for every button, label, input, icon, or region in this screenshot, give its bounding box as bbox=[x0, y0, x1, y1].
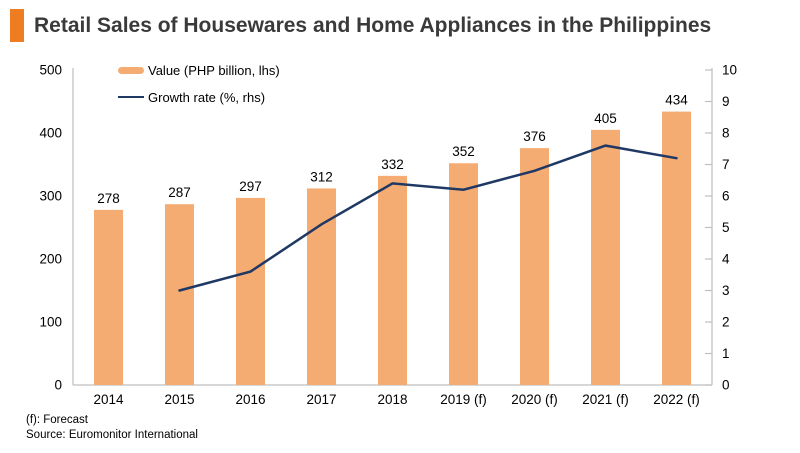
value-bar bbox=[449, 163, 478, 385]
x-axis-category-label: 2019 (f) bbox=[440, 392, 487, 407]
value-bar bbox=[94, 209, 123, 385]
bar-value-label: 352 bbox=[452, 144, 475, 159]
x-axis-category-label: 2015 bbox=[164, 392, 194, 407]
value-bar bbox=[520, 148, 549, 385]
x-axis-category-label: 2017 bbox=[306, 392, 336, 407]
bar-value-label: 278 bbox=[97, 191, 120, 206]
bar-value-label: 297 bbox=[239, 179, 262, 194]
x-axis-category-label: 2021 (f) bbox=[582, 392, 629, 407]
x-axis-category-label: 2020 (f) bbox=[511, 392, 558, 407]
x-axis-category-label: 2022 (f) bbox=[653, 392, 700, 407]
chart-header: Retail Sales of Housewares and Home Appl… bbox=[10, 9, 711, 42]
value-bar bbox=[662, 111, 691, 385]
value-bar bbox=[591, 129, 620, 385]
chart-footnotes: (f): Forecast Source: Euromonitor Intern… bbox=[26, 413, 198, 443]
value-bar bbox=[165, 204, 194, 385]
right-axis-tick-label: 6 bbox=[722, 189, 730, 204]
bar-value-label: 312 bbox=[310, 169, 333, 184]
source-note: Source: Euromonitor International bbox=[26, 429, 198, 441]
forecast-note: (f): Forecast bbox=[26, 414, 88, 426]
right-axis-tick-label: 8 bbox=[722, 126, 730, 141]
right-axis-tick-label: 4 bbox=[722, 252, 730, 267]
value-bar bbox=[307, 188, 336, 385]
right-axis-tick-label: 3 bbox=[722, 283, 730, 298]
right-axis-tick-label: 2 bbox=[722, 315, 730, 330]
legend-item-value: Value (PHP billion, lhs) bbox=[118, 60, 280, 80]
chart-legend: Value (PHP billion, lhs) Growth rate (%,… bbox=[118, 60, 280, 114]
growth-rate-line bbox=[178, 144, 678, 292]
right-axis-tick-label: 1 bbox=[722, 346, 730, 361]
legend-label-growth: Growth rate (%, rhs) bbox=[148, 89, 266, 105]
left-axis-tick-label: 400 bbox=[39, 126, 62, 141]
bar-series-swatch bbox=[118, 66, 144, 74]
right-axis-tick-label: 0 bbox=[722, 378, 730, 393]
x-axis-category-label: 2016 bbox=[235, 392, 265, 407]
left-axis-tick-label: 100 bbox=[39, 315, 62, 330]
title-accent-bar bbox=[10, 9, 24, 42]
bar-value-label: 405 bbox=[594, 111, 617, 126]
right-axis-tick-label: 9 bbox=[722, 94, 730, 109]
x-axis-category-label: 2018 bbox=[377, 392, 407, 407]
left-axis-tick-label: 200 bbox=[39, 252, 62, 267]
value-bar bbox=[236, 197, 265, 385]
bar-value-label: 376 bbox=[523, 129, 546, 144]
bar-value-label: 434 bbox=[665, 93, 688, 108]
legend-label-value: Value (PHP billion, lhs) bbox=[148, 62, 280, 78]
left-axis-tick-label: 300 bbox=[39, 189, 62, 204]
right-axis-tick-label: 5 bbox=[722, 220, 730, 235]
left-axis-tick-label: 0 bbox=[54, 378, 62, 393]
x-axis-category-label: 2014 bbox=[93, 392, 124, 407]
bar-value-label: 287 bbox=[168, 185, 191, 200]
left-axis-tick-label: 500 bbox=[39, 63, 62, 78]
right-axis-tick-label: 10 bbox=[722, 63, 737, 78]
line-series-swatch bbox=[118, 96, 144, 98]
legend-item-growth: Growth rate (%, rhs) bbox=[118, 87, 280, 107]
right-axis-tick-label: 7 bbox=[722, 157, 730, 172]
value-bar bbox=[378, 175, 407, 385]
chart-title: Retail Sales of Housewares and Home Appl… bbox=[34, 13, 712, 37]
bar-value-label: 332 bbox=[381, 157, 404, 172]
